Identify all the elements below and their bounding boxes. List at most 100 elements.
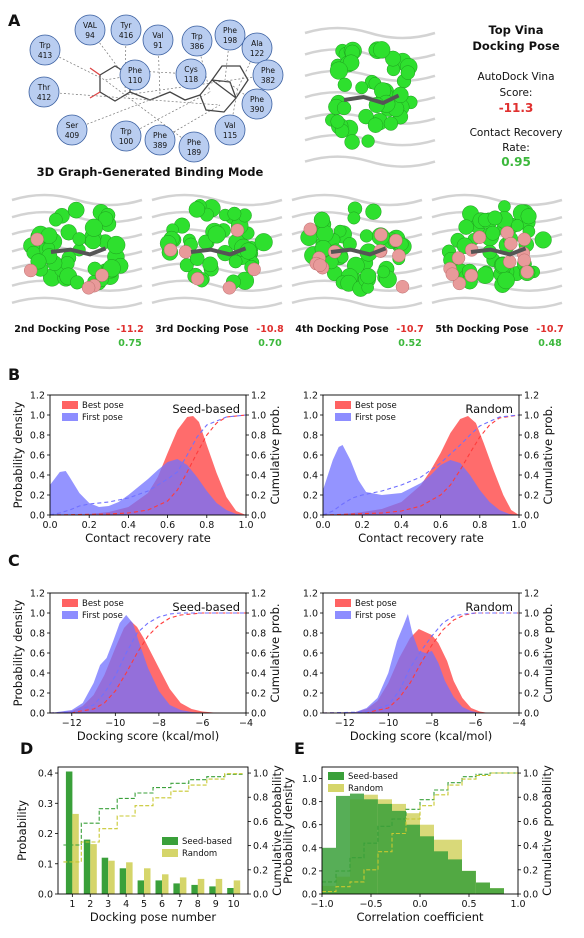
y2-tick-label: 0.6 xyxy=(251,451,266,462)
residue-number: 189 xyxy=(187,148,202,157)
legend-swatch xyxy=(335,401,351,409)
atom-sphere xyxy=(392,86,409,104)
atom-sphere xyxy=(534,231,552,249)
protein-helix xyxy=(304,26,436,40)
x-tick-label: 0.4 xyxy=(394,520,409,531)
x-axis-label: Contact recovery rate xyxy=(358,531,484,545)
y2-tick-label: 0.0 xyxy=(251,709,266,720)
panel-letter-d: D xyxy=(20,739,33,758)
x-tick-label: −6 xyxy=(195,718,209,729)
panel-letter-c: C xyxy=(8,551,20,570)
x-tick-label: −0.5 xyxy=(359,899,382,910)
residue-number: 100 xyxy=(119,137,134,146)
legend-swatch xyxy=(162,849,178,857)
y2-tick-label: 1.2 xyxy=(524,589,539,600)
x-tick-label: 4 xyxy=(123,899,129,910)
atom-sphere xyxy=(188,201,206,218)
residue-number: 115 xyxy=(223,131,238,140)
residue-node xyxy=(119,59,151,91)
contact-line xyxy=(43,91,221,106)
residue-node xyxy=(214,19,246,51)
y-tick-label: 0.8 xyxy=(30,629,45,640)
x-tick-label: −6 xyxy=(468,718,482,729)
y-tick-label: 1.0 xyxy=(303,609,318,620)
y-tick-label: 0.0 xyxy=(30,511,45,522)
y2-tick-label: 0.0 xyxy=(523,890,538,901)
x-tick-label: 0.5 xyxy=(461,899,476,910)
atom-sphere xyxy=(485,225,501,241)
chart-title: Random xyxy=(465,402,513,416)
plot-E: −1.0 −0.5 0.0 0.5 1.00.00.20.40.60.81.00.00.… xyxy=(281,765,554,924)
y2-tick-label: 1.2 xyxy=(251,391,266,402)
atom-sphere-pink xyxy=(247,262,261,277)
histogram-bar xyxy=(476,882,490,894)
bar xyxy=(137,880,145,894)
cdf-line xyxy=(49,612,246,714)
legend-swatch xyxy=(335,413,351,421)
plot-C-left: −12 −10 −8 −6 −40.00.20.40.60.81.01.20.00.20… xyxy=(11,589,282,744)
y-tick-label: 0.4 xyxy=(30,669,45,680)
pose-score: -10.8 xyxy=(256,324,284,335)
atom-sphere xyxy=(511,219,524,232)
residue-node xyxy=(110,14,142,46)
x-tick-label: 10 xyxy=(228,899,240,910)
y2-tick-label: 0.4 xyxy=(253,841,268,852)
y-tick-label: 0.2 xyxy=(30,491,45,502)
ligand-ring-3 xyxy=(211,65,249,99)
top-pose-title: Docking Pose xyxy=(472,39,559,53)
y-tick-label: 0.0 xyxy=(38,890,53,901)
x-tick-label: −1.0 xyxy=(310,899,333,910)
y-tick-label: 1.0 xyxy=(30,411,45,422)
atom-sphere xyxy=(84,218,103,237)
x-tick-label: −4 xyxy=(512,718,526,729)
atom-sphere-pink xyxy=(303,222,317,237)
legend: Best pose First pose xyxy=(62,401,124,423)
y2-tick-label: 0.2 xyxy=(251,689,266,700)
y2-axis-label: Cumulative probability xyxy=(270,765,284,896)
legend: Seed-based Random xyxy=(162,837,232,859)
atom-sphere xyxy=(367,117,384,133)
atom-sphere xyxy=(487,210,503,226)
residue-name: Phe xyxy=(153,131,167,140)
pose-score: -11.2 xyxy=(116,324,143,335)
residue-number: 91 xyxy=(153,41,163,50)
y-tick-label: 0.4 xyxy=(30,471,45,482)
protein-helix xyxy=(151,210,283,224)
protein-helix xyxy=(291,296,423,310)
y2-tick-label: 0.6 xyxy=(251,649,266,660)
ligand-structure xyxy=(89,65,249,113)
y-tick-label: 0.0 xyxy=(302,890,317,901)
atom-sphere xyxy=(329,61,348,80)
legend-label: First pose xyxy=(355,413,396,423)
bar xyxy=(162,874,169,894)
y-tick-label: 1.0 xyxy=(302,774,317,785)
cdf-step xyxy=(322,772,518,893)
atom-sphere xyxy=(98,211,114,227)
atom-sphere xyxy=(330,114,345,129)
bar xyxy=(83,839,91,894)
atom-sphere-pink xyxy=(520,265,534,279)
atom-sphere xyxy=(107,235,126,255)
pose-score: -10.7 xyxy=(396,324,423,335)
x-tick-label: −12 xyxy=(335,718,355,729)
histogram-bar xyxy=(406,824,420,894)
residue-node xyxy=(252,59,284,91)
y2-tick-label: 0.8 xyxy=(253,793,268,804)
y2-tick-label: 1.0 xyxy=(251,609,266,620)
atom-sphere xyxy=(498,200,511,213)
atom-sphere xyxy=(207,225,226,244)
residue-number: 389 xyxy=(153,141,168,150)
residue-number: 382 xyxy=(261,76,276,85)
x-tick-label: 5 xyxy=(141,899,147,910)
legend-swatch xyxy=(335,611,351,619)
y-tick-label: 0.0 xyxy=(303,709,318,720)
atom-sphere xyxy=(373,41,391,59)
histogram-bar xyxy=(434,851,448,894)
residue-node xyxy=(74,14,106,46)
legend-swatch xyxy=(328,784,344,792)
y-axis-label: Probability density xyxy=(11,600,25,707)
legend: Best pose First pose xyxy=(62,599,124,621)
legend-label: First pose xyxy=(82,413,123,423)
atom-sphere-pink xyxy=(452,276,467,291)
